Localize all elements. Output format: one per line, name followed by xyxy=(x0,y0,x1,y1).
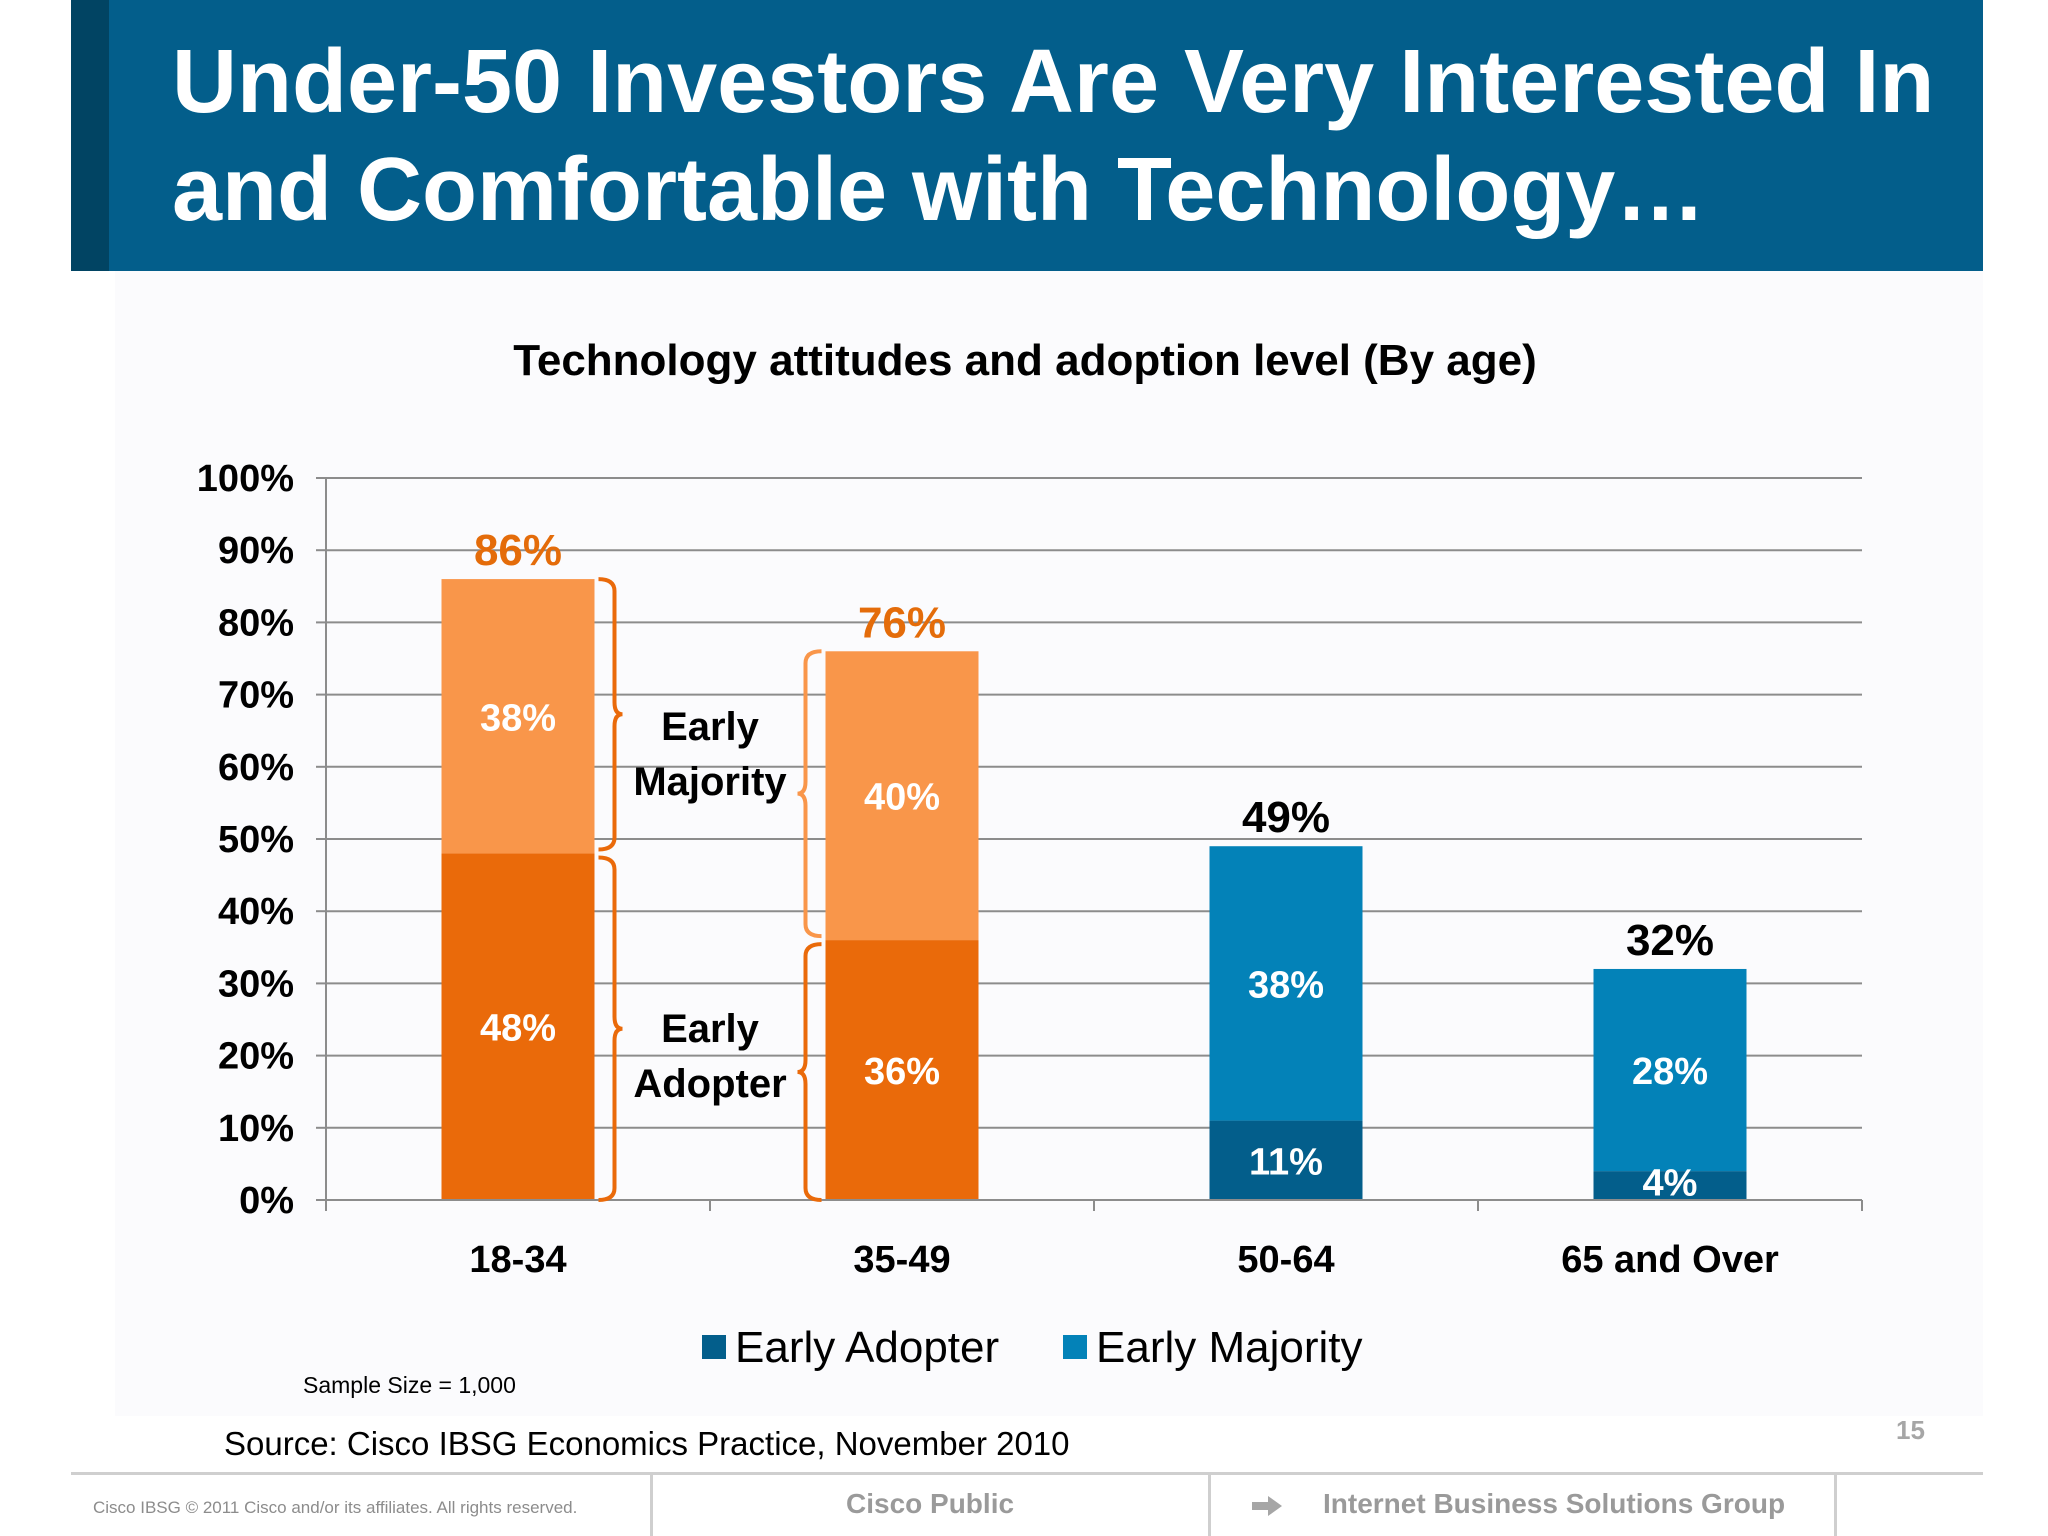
axes: 0% 10% 20% 30% 40% 50% 60% 70% 80% 90% 100% 18-34 35… xyxy=(197,458,1863,1281)
arrow-right-icon xyxy=(1252,1496,1282,1516)
footer-separator xyxy=(1208,1472,1211,1536)
data-label-early-adopter: 4% xyxy=(1643,1163,1698,1205)
x-tick-label: 18-34 xyxy=(469,1239,566,1281)
y-tick-label: 40% xyxy=(218,891,294,933)
annotation-early-adopter-line1: Early xyxy=(661,1007,760,1051)
bar-early-adopter xyxy=(441,853,595,1200)
data-label-total: 49% xyxy=(1242,793,1330,842)
x-tick-label: 35-49 xyxy=(853,1239,950,1281)
y-tick-label: 20% xyxy=(218,1036,294,1078)
legend-swatch xyxy=(1063,1335,1087,1359)
data-label-total: 86% xyxy=(474,526,562,575)
data-label-early-adopter: 36% xyxy=(864,1051,940,1093)
data-label-early-adopter: 48% xyxy=(480,1008,556,1050)
bar-early-majority xyxy=(441,579,595,854)
group-name: Internet Business Solutions Group xyxy=(1323,1488,1786,1519)
brace-annotations: Early Majority Early Adopter xyxy=(598,577,822,1202)
bar-early-adopter xyxy=(825,940,979,1200)
source-note: Source: Cisco IBSG Economics Practice, N… xyxy=(224,1425,1070,1462)
bar-early-adopter xyxy=(1593,1171,1747,1200)
y-tick-label: 60% xyxy=(218,747,294,789)
data-label-early-majority: 40% xyxy=(864,777,940,819)
footer-divider xyxy=(71,1472,1983,1475)
bar-early-majority xyxy=(1209,846,1363,1121)
data-label-early-majority: 28% xyxy=(1632,1051,1708,1093)
annotation-early-majority-line2: Majority xyxy=(633,760,787,804)
legend: Early Adopter Early Majority xyxy=(702,1323,1363,1372)
data-labels: 48% 38% 86% 36% 40% 76% 11% 38% 49% 4% 28% 32% xyxy=(474,526,1714,1204)
x-tick-label: 50-64 xyxy=(1237,1239,1334,1281)
bar-early-adopter xyxy=(1209,1120,1363,1200)
footer-separator xyxy=(650,1472,653,1536)
legend-label: Early Adopter xyxy=(735,1323,999,1372)
chart-title: Technology attitudes and adoption level … xyxy=(513,336,1537,385)
y-tick-label: 100% xyxy=(197,458,294,500)
y-tick-label: 0% xyxy=(239,1180,294,1222)
brace-early-majority xyxy=(598,577,623,852)
classification-label: Cisco Public xyxy=(846,1488,1015,1519)
y-tick-label: 10% xyxy=(218,1108,294,1150)
chart-background xyxy=(115,271,1983,1416)
brace-early-adopter xyxy=(598,855,623,1202)
brace-early-majority xyxy=(797,649,822,939)
data-label-total: 76% xyxy=(858,598,946,647)
y-tick-label: 30% xyxy=(218,963,294,1005)
brace-early-adopter xyxy=(797,942,822,1202)
footer-separator xyxy=(1834,1472,1837,1536)
annotation-early-majority-line1: Early xyxy=(661,705,760,749)
bar-early-majority xyxy=(825,651,979,941)
y-tick-label: 50% xyxy=(218,819,294,861)
title-bar xyxy=(71,0,1983,271)
slide-title: Under-50 Investors Are Very Interested I… xyxy=(172,32,1935,240)
data-label-total: 32% xyxy=(1626,916,1714,965)
sample-size-note: Sample Size = 1,000 xyxy=(303,1372,516,1398)
bar-early-majority xyxy=(1593,968,1747,1172)
page-number: 15 xyxy=(1896,1415,1925,1445)
legend-swatch xyxy=(702,1335,726,1359)
x-tick-label: 65 and Over xyxy=(1561,1239,1779,1281)
data-label-early-majority: 38% xyxy=(480,697,556,739)
title-accent-bar xyxy=(71,0,109,271)
annotation-early-adopter-line2: Adopter xyxy=(633,1062,786,1106)
y-tick-label: 90% xyxy=(218,530,294,572)
copyright-text: Cisco IBSG © 2011 Cisco and/or its affil… xyxy=(93,1498,578,1517)
data-label-early-majority: 38% xyxy=(1248,964,1324,1006)
bars xyxy=(441,579,1747,1200)
y-tick-label: 70% xyxy=(218,675,294,717)
data-label-early-adopter: 11% xyxy=(1249,1141,1323,1183)
y-tick-label: 80% xyxy=(218,602,294,644)
legend-label: Early Majority xyxy=(1096,1323,1363,1372)
